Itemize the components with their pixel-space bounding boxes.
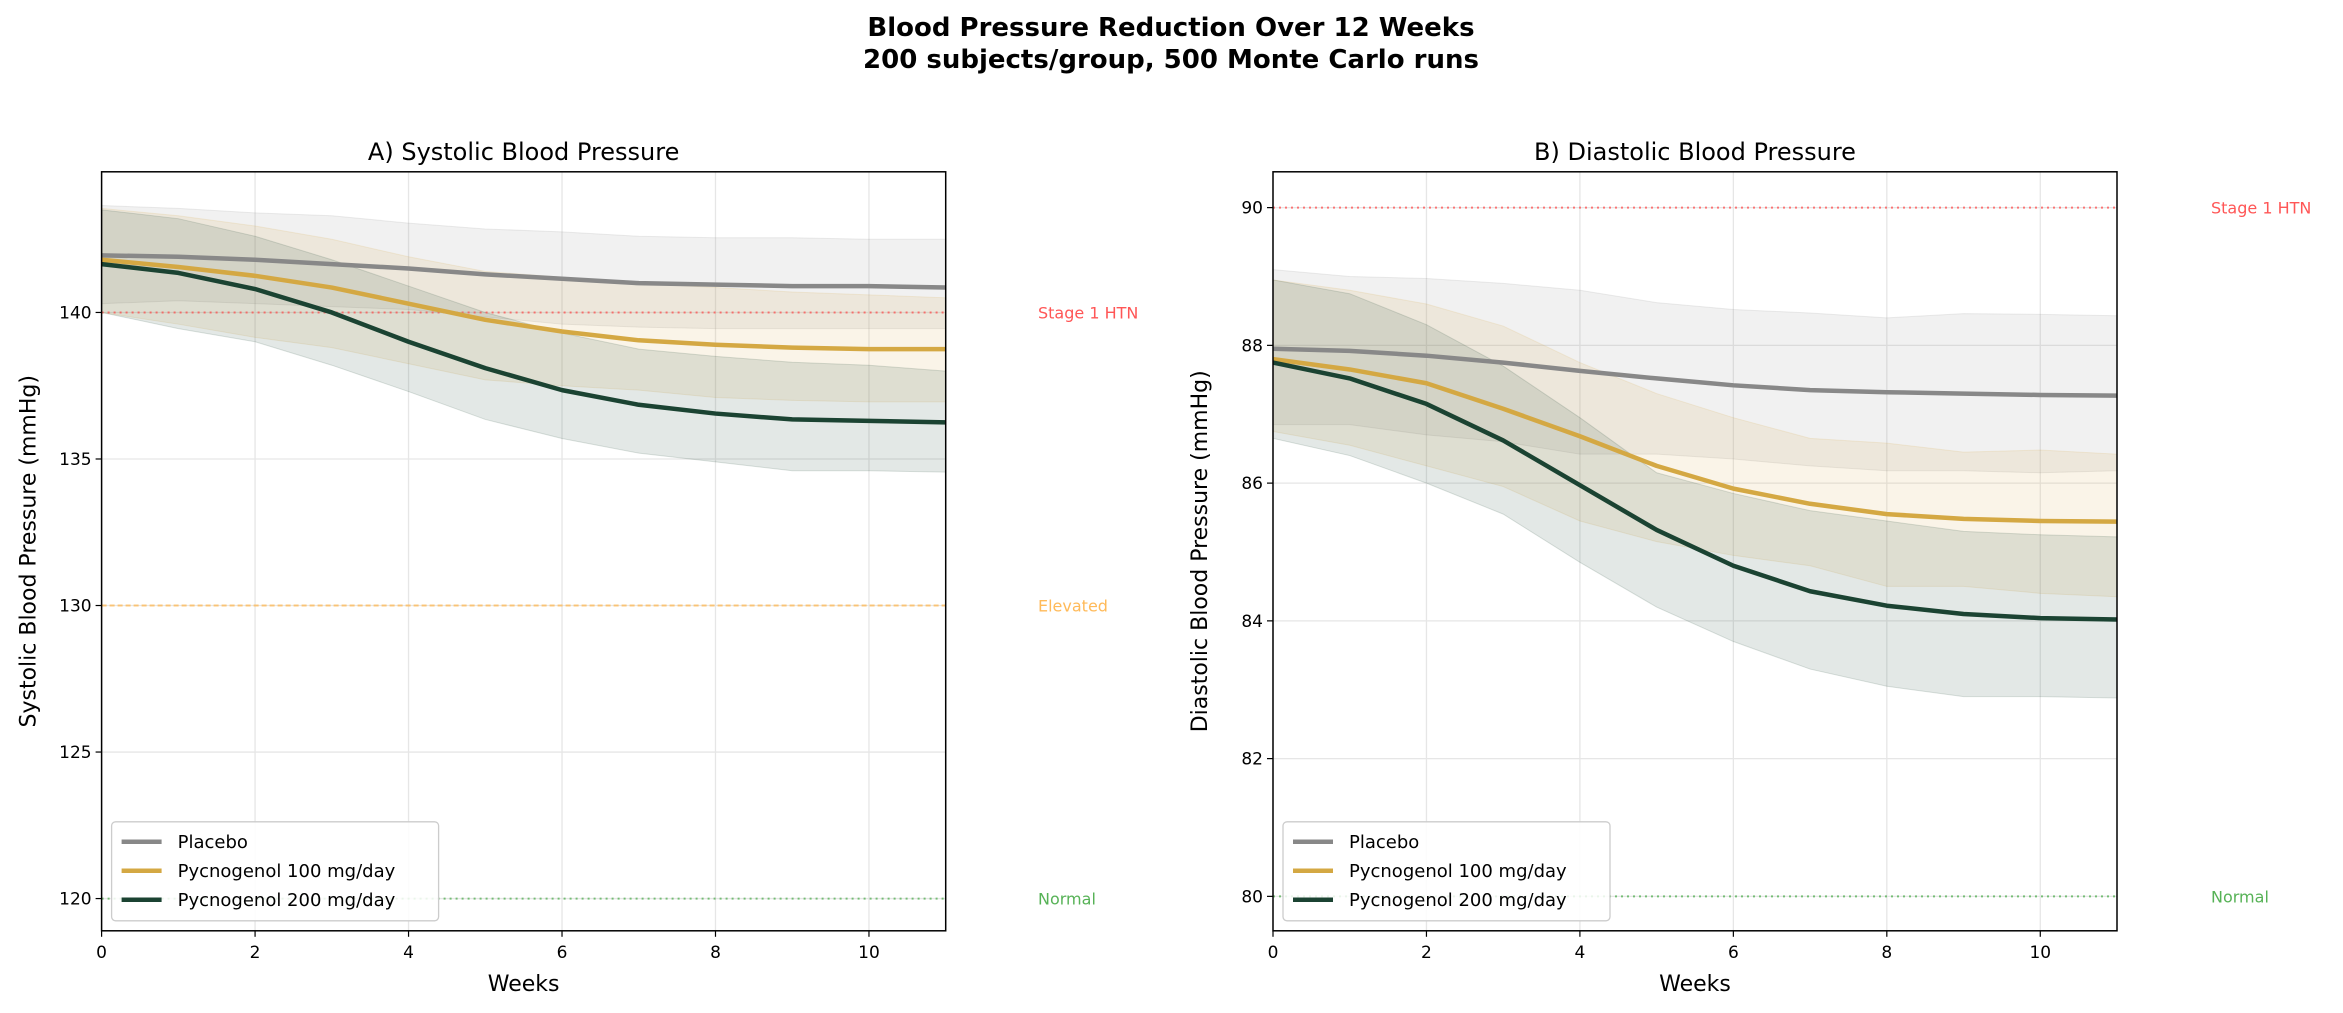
x-axis-label: Weeks (1659, 972, 1731, 997)
series-line-0 (1272, 346, 2118, 398)
x-tick-label: 4 (403, 943, 414, 963)
x-tick-label: 2 (1421, 943, 1432, 963)
legend: Placebo Pycnogenol 100 mg/day Pycnogenol 2… (1282, 821, 1611, 922)
y-axis-label: Diastolic Blood Pressure (mmHg) (1188, 370, 1213, 732)
y-tick-label: 84 (1241, 612, 1263, 632)
axes-frame (100, 171, 947, 932)
y-tick-label: 135 (59, 450, 91, 470)
y-tick-label: 130 (59, 597, 91, 617)
x-tick-label: 8 (1881, 943, 1892, 963)
x-tick-label: 10 (858, 943, 880, 963)
legend-label-1: Pycnogenol 100 mg/day (1349, 861, 1567, 882)
y-tick-label: 125 (59, 743, 91, 763)
x-tick-label: 6 (557, 943, 568, 963)
y-tick-label: 90 (1241, 199, 1263, 219)
x-tick-label: 2 (250, 943, 261, 963)
y-tick-label: 120 (59, 890, 91, 910)
x-axis-label: Weeks (488, 972, 560, 997)
legend-label-2: Pycnogenol 200 mg/day (178, 890, 396, 911)
figure-title-line-2: 200 subjects/group, 500 Monte Carlo runs (863, 45, 1479, 75)
subplot-title: A) Systolic Blood Pressure (368, 138, 679, 166)
legend: Placebo Pycnogenol 100 mg/day Pycnogenol 2… (110, 821, 440, 922)
series-line-0 (101, 253, 946, 290)
legend-box (1282, 821, 1611, 922)
legend-label-2: Pycnogenol 200 mg/day (1349, 890, 1567, 911)
series-line-1 (1272, 356, 2118, 524)
y-tick-label: 80 (1241, 887, 1263, 907)
diastolic-panel: 0 2 4 6 8 10 80 82 84 86 88 90 Stage 1 HTN Normal B) D… (1188, 138, 2311, 997)
x-tick-label: 10 (2029, 943, 2051, 963)
subplot-title: B) Diastolic Blood Pressure (1534, 138, 1856, 166)
series-line-1 (101, 257, 946, 352)
legend-label-0: Placebo (178, 832, 248, 853)
systolic-panel: 0 2 4 6 8 10 120 125 130 135 140 Stage 1 HTN Elevate… (17, 138, 1139, 997)
figure-title-line-1: Blood Pressure Reduction Over 12 Weeks (867, 13, 1474, 43)
threshold-label: Stage 1 HTN (2211, 199, 2311, 218)
legend-label-1: Pycnogenol 100 mg/day (178, 861, 396, 882)
y-axis-label: Systolic Blood Pressure (mmHg) (17, 375, 42, 727)
x-tick-label: 0 (1268, 943, 1279, 963)
threshold-label: Normal (2211, 887, 2269, 906)
threshold-label: Stage 1 HTN (1038, 303, 1138, 322)
y-tick-label: 86 (1241, 474, 1263, 494)
y-tick-label: 88 (1241, 336, 1263, 356)
x-tick-label: 8 (710, 943, 721, 963)
legend-box (110, 821, 440, 922)
threshold-label: Elevated (1038, 597, 1108, 616)
axes-frame (1272, 171, 2118, 932)
x-tick-label: 4 (1574, 943, 1585, 963)
x-tick-label: 6 (1728, 943, 1739, 963)
y-tick-label: 82 (1241, 750, 1263, 770)
series-line-2 (1272, 360, 2118, 622)
x-tick-label: 0 (96, 943, 107, 963)
threshold-label: Normal (1038, 890, 1096, 909)
y-tick-label: 140 (59, 303, 91, 323)
legend-label-0: Placebo (1349, 832, 1419, 853)
series-line-2 (101, 261, 946, 425)
